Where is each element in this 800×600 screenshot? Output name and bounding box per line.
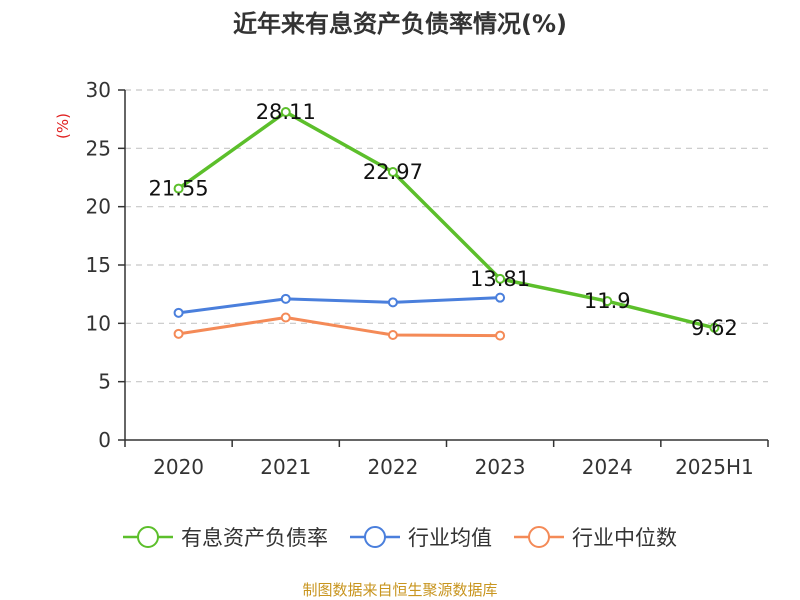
data-point bbox=[495, 292, 506, 303]
series-line-1 bbox=[178, 296, 501, 315]
data-point bbox=[280, 312, 291, 323]
data-label: 13.81 bbox=[470, 267, 530, 291]
data-point bbox=[280, 107, 291, 118]
data-point bbox=[387, 330, 398, 340]
y-axis-unit-label: (%) bbox=[54, 113, 72, 139]
data-point bbox=[173, 307, 184, 318]
data-point bbox=[173, 328, 184, 339]
y-tick-label: 25 bbox=[86, 136, 111, 160]
source-note: 制图数据来自恒生聚源数据库 bbox=[302, 581, 497, 599]
legend-label: 行业中位数 bbox=[572, 526, 677, 550]
data-point bbox=[280, 293, 291, 304]
x-tick-label: 2025H1 bbox=[675, 455, 754, 479]
data-label: 9.62 bbox=[691, 316, 738, 340]
legend-label: 行业均值 bbox=[408, 526, 492, 550]
data-point bbox=[173, 183, 184, 194]
data-point bbox=[387, 167, 398, 178]
y-tick-label: 10 bbox=[86, 311, 111, 335]
data-label: 11.9 bbox=[584, 289, 631, 313]
legend-marker bbox=[528, 526, 550, 548]
legend-label: 有息资产负债率 bbox=[181, 526, 328, 550]
data-point bbox=[495, 273, 506, 284]
chart-title: 近年来有息资产负债率情况(%) bbox=[233, 10, 567, 38]
legend: 有息资产负债率 行业均值 行业中位数 bbox=[123, 526, 677, 550]
y-tick-label: 30 bbox=[86, 78, 111, 102]
series-line-0 bbox=[177, 110, 715, 330]
x-tick-label: 2022 bbox=[367, 455, 418, 479]
data-label: 28.11 bbox=[256, 100, 316, 124]
series-line-2 bbox=[178, 316, 501, 338]
data-label: 21.55 bbox=[149, 177, 209, 201]
y-tick-label: 20 bbox=[86, 195, 111, 219]
legend-marker bbox=[364, 526, 386, 548]
legend-item[interactable]: 行业中位数 bbox=[514, 526, 677, 550]
legend-marker bbox=[137, 526, 159, 548]
axes: 0 5 10 15 20 25 30 2020 2021 2022 2023 2024 2025H1 bbox=[86, 78, 769, 479]
legend-item[interactable]: 行业均值 bbox=[350, 526, 492, 550]
data-labels: 21.55 28.11 22.97 13.81 11.9 9.62 bbox=[149, 100, 738, 340]
data-point bbox=[387, 297, 398, 308]
data-point bbox=[602, 296, 613, 307]
y-tick-label: 0 bbox=[98, 428, 111, 452]
y-tick-label: 5 bbox=[98, 370, 111, 394]
data-point bbox=[709, 322, 720, 333]
gridlines bbox=[125, 89, 768, 383]
x-tick-label: 2021 bbox=[260, 455, 311, 479]
series-layer bbox=[173, 107, 720, 341]
data-point bbox=[495, 330, 506, 341]
data-label: 22.97 bbox=[363, 160, 423, 184]
x-tick-label: 2024 bbox=[582, 455, 633, 479]
x-tick-label: 2020 bbox=[153, 455, 204, 479]
y-tick-label: 15 bbox=[86, 253, 111, 277]
x-tick-label: 2023 bbox=[475, 455, 526, 479]
legend-item[interactable]: 有息资产负债率 bbox=[123, 526, 328, 550]
